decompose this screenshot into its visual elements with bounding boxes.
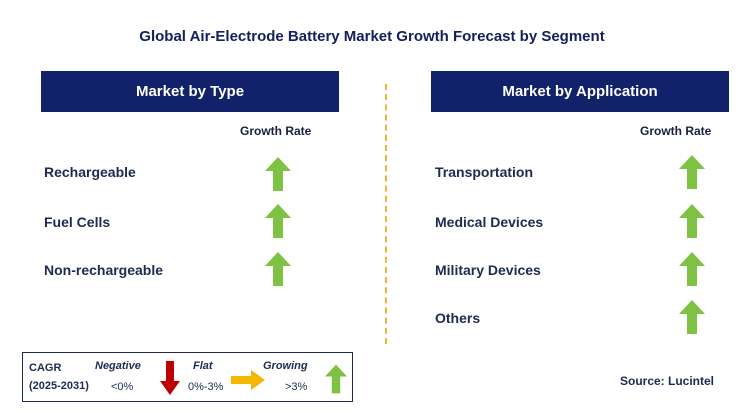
dashed-divider: [385, 84, 387, 344]
legend-negative-range: <0%: [111, 381, 134, 393]
segment-label: Others: [435, 310, 481, 326]
legend-cagr-label: CAGR: [29, 362, 62, 374]
growing-arrow-icon: [265, 204, 291, 238]
growing-arrow-icon: [679, 204, 705, 238]
segment-label: Rechargeable: [44, 164, 136, 180]
legend-flat-label: Flat: [193, 360, 213, 372]
flat-arrow-icon: [231, 370, 265, 390]
segment-label: Fuel Cells: [44, 214, 111, 230]
growing-arrow-icon: [265, 252, 291, 286]
growth-rate-label-left: Growth Rate: [240, 124, 312, 138]
segment-label: Transportation: [435, 164, 534, 180]
header-market-by-type: Market by Type: [41, 71, 339, 112]
growth-rate-label-right: Growth Rate: [640, 124, 712, 138]
cagr-legend: CAGR (2025-2031) Negative <0% Flat 0%-3%…: [22, 352, 353, 402]
negative-arrow-icon: [160, 361, 180, 395]
segment-label: Non-rechargeable: [44, 262, 164, 278]
legend-flat-range: 0%-3%: [188, 381, 224, 393]
segment-label: Medical Devices: [435, 214, 544, 230]
header-market-by-application: Market by Application: [431, 71, 729, 112]
legend-negative-label: Negative: [95, 360, 141, 372]
chart-title: Global Air-Electrode Battery Market Grow…: [139, 28, 605, 45]
legend-growing-range: >3%: [285, 381, 308, 393]
growing-arrow-icon: [679, 300, 705, 334]
growing-arrow-icon: [265, 157, 291, 191]
legend-growing-label: Growing: [263, 360, 308, 372]
source-note: Source: Lucintel: [620, 374, 715, 388]
growing-arrow-icon: [325, 364, 347, 394]
growing-arrow-icon: [679, 155, 705, 189]
growing-arrow-icon: [679, 252, 705, 286]
segment-label: Military Devices: [435, 262, 541, 278]
legend-period: (2025-2031): [29, 380, 89, 392]
